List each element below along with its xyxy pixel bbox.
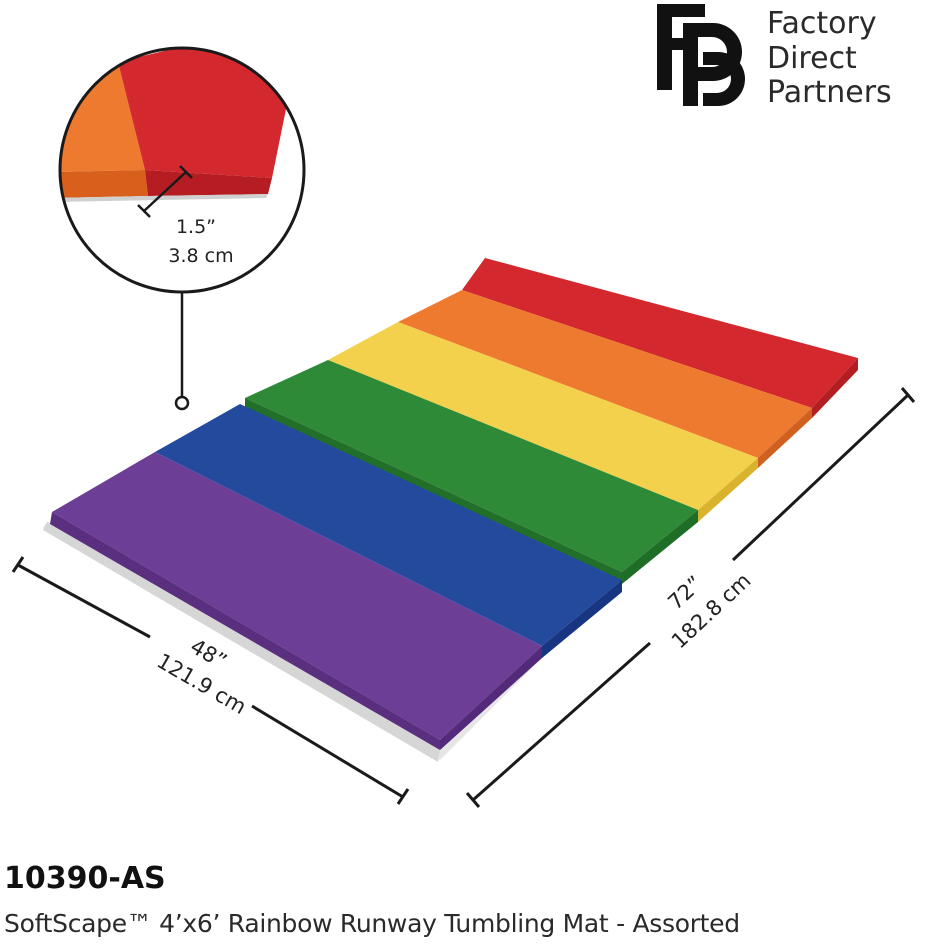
mat-panel-red [462, 258, 858, 418]
product-sku: 10390-AS [4, 861, 166, 896]
brand-name-line-3: Partners [767, 75, 892, 110]
mat-panel-purple [50, 452, 542, 750]
thickness-cm-label: 3.8 cm [168, 245, 233, 267]
product-title: SoftScape™ 4’x6’ Rainbow Runway Tumbling… [4, 909, 740, 938]
brand-logo: Factory Direct Partners [657, 4, 892, 110]
mat-panel-yellow [328, 322, 758, 522]
mat-panel-orange [398, 290, 812, 468]
callout-mat-closeup [60, 48, 304, 292]
brand-name-line-1: Factory [767, 6, 877, 41]
thickness-inches-label: 1.5” [176, 216, 216, 238]
brand-name-line-2: Direct [767, 41, 857, 76]
tumbling-mat [43, 258, 858, 762]
thickness-callout: 1.5” 3.8 cm [58, 46, 306, 411]
mat-panel-blue [155, 404, 622, 658]
fdp-monogram-icon [657, 4, 745, 106]
